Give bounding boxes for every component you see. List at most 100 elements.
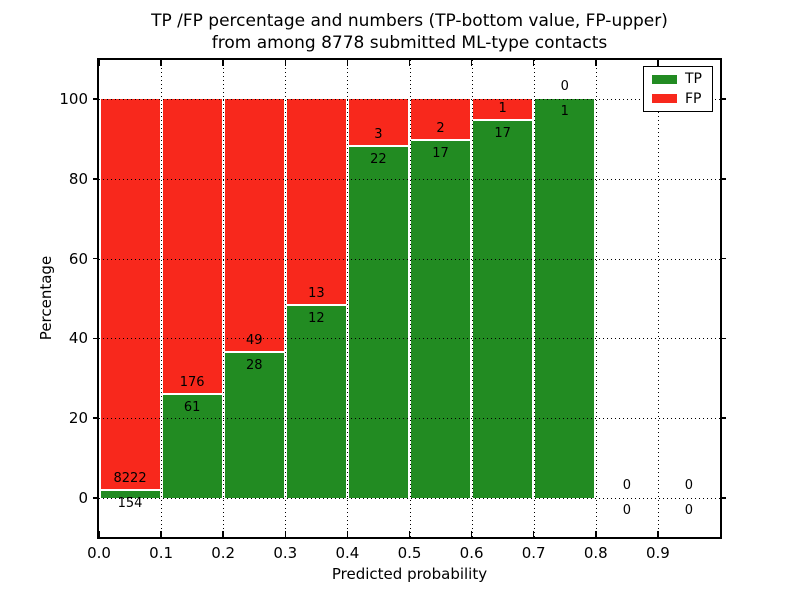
y-tick-label: 20 [68,409,88,428]
annotation-tp-count: 22 [370,151,387,167]
gridline-horizontal [99,99,720,100]
annotation-tp-count: 154 [117,495,143,511]
y-tick-mark [93,497,97,499]
annotation-fp-count: 176 [179,375,205,391]
x-tick-label: 0.0 [87,544,111,562]
y-tick-mark [93,257,97,260]
x-tick-mark [160,60,162,66]
legend: TP FP [643,66,713,112]
y-tick-mark [93,337,97,340]
bar-segment-fp [224,99,284,351]
annotation-tp-count: 17 [494,126,511,142]
y-tick-mark [722,178,726,180]
bar-segment-fp [473,99,533,120]
x-tick-label: 0.2 [211,544,236,562]
y-tick-mark [722,98,726,100]
annotation-fp-count: 1 [498,101,507,117]
x-tick-mark [222,531,224,537]
bar-segment-fp [100,99,160,489]
x-axis-label: Predicted probability [331,565,488,583]
y-tick-label: 60 [68,249,88,268]
y-axis-label: Percentage [37,255,55,341]
chart-title-line2: from among 8778 submitted ML-type contac… [211,33,608,53]
y-tick-mark [722,337,726,340]
legend-label-tp: TP [685,71,702,88]
bar-segment-fp [286,99,346,305]
y-tick-mark [93,178,97,180]
annotation-fp-count: 13 [308,286,325,302]
gridline-horizontal [99,418,720,420]
x-tick-label: 0.9 [645,544,670,562]
chart-title-line1: TP /FP percentage and numbers (TP-bottom… [151,11,668,31]
x-tick-label: 0.4 [335,544,360,562]
x-tick-mark [408,531,411,537]
x-tick-mark [657,531,659,537]
bar-segment-fp [162,99,222,394]
bar-segment-tp [411,141,471,498]
gridline-vertical [161,60,163,537]
annotation-tp-count: 17 [432,146,449,161]
bar-segment-tp [348,146,408,498]
y-tick-label: 40 [68,329,88,348]
legend-label-fp: FP [685,90,702,107]
x-tick-mark [346,60,349,66]
x-tick-label: 0.8 [583,544,608,562]
x-tick-mark [98,531,100,537]
annotation-tp-count: 12 [308,311,325,327]
y-tick-mark [722,257,726,260]
annotation-tp-count: 1 [560,104,569,119]
gridline-horizontal [99,178,720,180]
annotation-fp-count: 8222 [113,470,147,486]
bar-segment-tp [224,352,284,498]
legend-item-fp: FP [652,92,712,106]
y-tick-label: 100 [59,90,88,108]
y-tick-mark [93,98,97,100]
bar-segment-tp [473,121,533,498]
annotation-fp-count: 49 [245,332,263,348]
x-tick-mark [346,531,349,537]
annotation-tp-count: 0 [622,503,631,518]
x-tick-mark [532,60,535,66]
bar-segment-tp [535,99,595,498]
annotation-tp-count: 61 [183,400,201,416]
bar-segment-fp [411,99,471,139]
y-tick-label: 80 [68,169,88,188]
x-tick-mark [408,60,411,66]
x-tick-mark [470,60,473,66]
bar-segment-tp [286,306,346,498]
x-tick-mark [284,531,287,537]
x-tick-label: 0.1 [149,544,174,562]
gridline-vertical [347,60,349,537]
x-tick-mark [595,531,597,537]
chart-title: TP /FP percentage and numbers (TP-bottom… [97,10,722,54]
x-tick-label: 0.7 [521,544,546,562]
y-tick-mark [722,497,726,499]
x-tick-label: 0.5 [397,544,422,562]
legend-item-tp: TP [652,72,712,86]
tp-color-swatch-icon [652,74,677,84]
x-tick-mark [98,60,100,66]
gridline-vertical [285,60,287,537]
y-tick-mark [722,417,726,419]
gridline-horizontal [99,258,720,260]
gridline-vertical [595,60,597,537]
fp-color-swatch-icon [652,94,677,104]
x-tick-label: 0.3 [273,544,298,562]
x-tick-mark [532,531,535,537]
gridline-horizontal [99,338,720,340]
y-tick-mark [93,417,97,419]
annotation-tp-count: 0 [684,503,694,518]
gridline-vertical [223,60,225,537]
annotation-fp-count: 2 [436,121,445,136]
annotation-fp-count: 0 [560,79,569,94]
annotation-fp-count: 3 [374,126,383,142]
x-tick-mark [160,531,162,537]
x-tick-mark [284,60,287,66]
bar-segment-tp [100,490,160,498]
annotation-tp-count: 28 [245,357,263,373]
gridline-vertical [409,60,411,537]
bar-segment-tp [162,395,222,498]
annotation-fp-count: 0 [622,478,631,493]
x-tick-mark [470,531,473,537]
